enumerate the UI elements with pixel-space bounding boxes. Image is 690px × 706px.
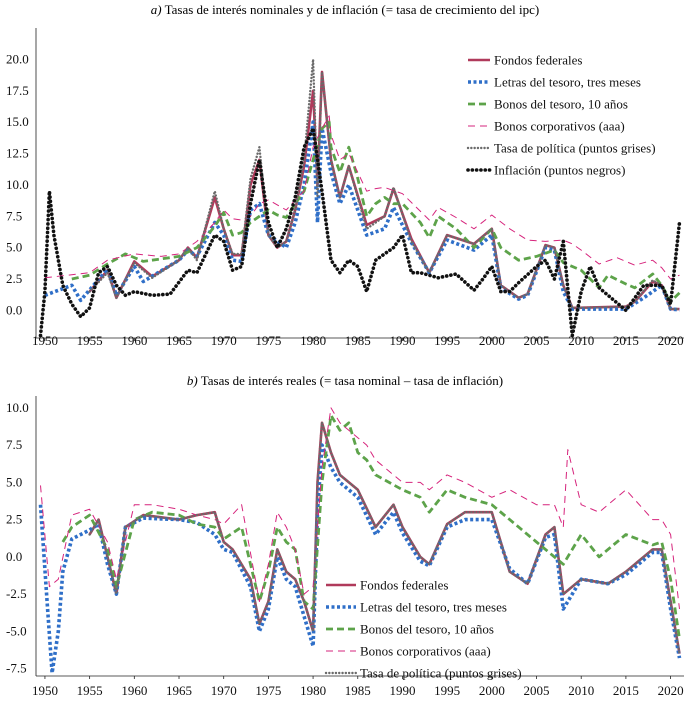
series-line-2 [38, 443, 682, 675]
y-tick-label: 0.0 [6, 302, 22, 317]
legend-entry-2: Letras del tesoro, tres meses [494, 75, 641, 90]
legend: Fondos federales Letras del tesoro, tres … [466, 53, 656, 178]
x-tick-label: 1985 [345, 333, 371, 348]
panel-a-title: a) Tasas de interés nominales y de infla… [151, 2, 539, 17]
y-tick-label: 7.5 [6, 208, 22, 223]
legend-entry-1: Fondos federales [360, 578, 448, 593]
x-tick-label: 1985 [345, 683, 371, 698]
x-tick-label: 1980 [300, 683, 326, 698]
y-tick-label: 12.5 [6, 146, 29, 161]
x-tick-label: 2000 [479, 683, 505, 698]
panel-b-title-text: Tasas de interés reales (= tasa nominal … [201, 373, 503, 388]
y-tick-label: 15.0 [6, 114, 29, 129]
x-tick-label: 1995 [434, 333, 460, 348]
y-tick-label: 2.5 [6, 271, 22, 286]
series-line-3 [61, 413, 681, 640]
panel-b-label: b) [187, 373, 198, 388]
x-tick-label: 1980 [300, 333, 326, 348]
x-tick-label: 1960 [121, 683, 147, 698]
y-tick-label: 17.5 [6, 83, 29, 98]
x-tick-label: 1995 [434, 683, 460, 698]
x-tick-label: 1965 [166, 683, 192, 698]
x-tick-label: 1955 [77, 333, 103, 348]
x-tick-label: 1950 [32, 333, 58, 348]
x-tick-label: 1975 [255, 683, 281, 698]
legend-entry-3: Bonos del tesoro, 10 años [494, 97, 628, 112]
x-tick-label: 1990 [389, 333, 415, 348]
x-tick-label: 2015 [613, 333, 639, 348]
y-tick-label: 5.0 [6, 240, 22, 255]
series-line-4 [44, 115, 680, 280]
y-tick-label: 10.0 [6, 400, 29, 415]
y-tick-label: 20.0 [6, 51, 29, 66]
legend-entry-4: Bonos corporativos (aaa) [494, 119, 625, 134]
legend-entry-1: Fondos federales [494, 53, 582, 68]
y-tick-label: 10.0 [6, 177, 29, 192]
panel-a-title-text: Tasas de interés nominales y de inflació… [165, 2, 540, 17]
legend-entry-6: Inflación (puntos negros) [494, 163, 625, 178]
series-line-4 [40, 407, 680, 610]
x-tick-label: 1950 [32, 683, 58, 698]
y-tick-label: 7.5 [6, 437, 22, 452]
x-tick-label: 2000 [479, 333, 505, 348]
legend: Fondos federales Letras del tesoro, tres … [324, 578, 522, 681]
x-tick-label: 2015 [613, 683, 639, 698]
series-line-6 [38, 126, 682, 338]
y-tick-label: 2.5 [6, 512, 22, 527]
x-tick-label: 1970 [211, 333, 237, 348]
x-tick-label: 1955 [77, 683, 103, 698]
x-tick-label: 1975 [255, 333, 281, 348]
x-tick-label: 1965 [166, 333, 192, 348]
x-tick-label: 2010 [568, 333, 594, 348]
x-tick-label: 2005 [524, 683, 550, 698]
y-tick-label: 0.0 [6, 549, 22, 564]
panel-b-title: b) Tasas de interés reales (= tasa nomin… [187, 373, 503, 388]
legend-entry-3: Bonos del tesoro, 10 años [360, 622, 494, 637]
series-line-1 [88, 421, 681, 654]
legend-entry-5: Tasa de política (puntos grises) [360, 666, 522, 681]
panel-b: 10.0 7.5 5.0 2.5 0.0 -2.5 -5.0 -7.5 1950 1955 1960… [6, 396, 684, 698]
x-tick-label: 2010 [568, 683, 594, 698]
legend-entry-5: Tasa de política (puntos grises) [494, 141, 656, 156]
y-tick-label: -2.5 [6, 586, 27, 601]
panel-a-label: a) [151, 2, 162, 17]
x-tick-label: 2020 [658, 333, 684, 348]
panel-a: 20.0 17.5 15.0 12.5 10.0 7.5 5.0 2.5 0.0 1950 1955… [6, 28, 684, 348]
x-tick-label: 1990 [389, 683, 415, 698]
y-tick-label: 5.0 [6, 474, 22, 489]
y-tick-label: -7.5 [6, 661, 27, 676]
legend-entry-2: Letras del tesoro, tres meses [360, 600, 507, 615]
legend-entry-4: Bonos corporativos (aaa) [360, 644, 491, 659]
x-tick-label: 1970 [211, 683, 237, 698]
series-line-5 [88, 421, 681, 655]
x-tick-label: 1960 [121, 333, 147, 348]
x-tick-label: 2005 [524, 333, 550, 348]
x-tick-label: 2020 [658, 683, 684, 698]
y-tick-label: -5.0 [6, 623, 27, 638]
